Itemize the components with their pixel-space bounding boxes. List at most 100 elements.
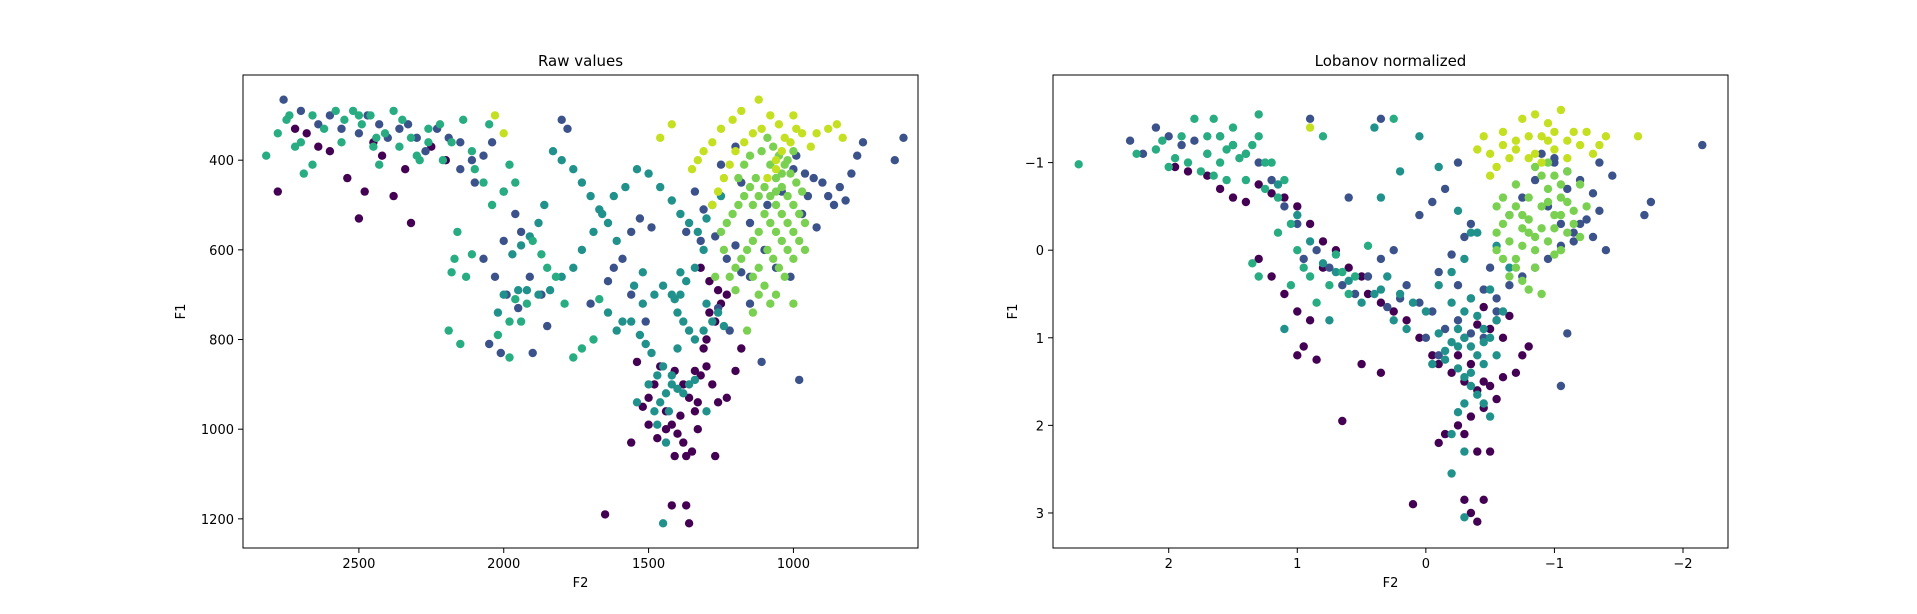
raw-values-point — [664, 407, 674, 416]
raw-values-point — [403, 120, 413, 129]
raw-values-point — [713, 398, 723, 407]
raw-values-point — [629, 281, 639, 290]
lobanov-normalized-point — [1344, 193, 1353, 202]
lobanov-normalized-point — [1280, 175, 1289, 185]
raw-values-point — [499, 187, 508, 196]
lobanov-normalized-point — [1305, 114, 1315, 124]
lobanov-normalized-point — [1550, 145, 1559, 154]
lobanov-normalized-point — [1338, 281, 1347, 290]
lobanov-normalized-point — [1485, 285, 1495, 294]
lobanov-normalized-point — [1260, 158, 1270, 167]
raw-values-point — [366, 111, 375, 120]
lobanov-normalized-points — [1074, 105, 1707, 526]
lobanov-normalized-x-label: F2 — [1383, 576, 1399, 591]
lobanov-normalized-point — [1434, 351, 1443, 360]
lobanov-normalized-point — [1633, 132, 1643, 141]
raw-values-point — [705, 277, 714, 286]
raw-values-point — [354, 214, 364, 223]
lobanov-normalized-point — [1505, 237, 1514, 246]
lobanov-normalized-x-tick-label: −1 — [1545, 557, 1564, 572]
raw-values-point — [771, 187, 781, 196]
raw-values-point — [748, 200, 758, 210]
raw-values-point — [331, 106, 340, 116]
lobanov-normalized-point — [1460, 254, 1469, 264]
raw-values-point — [314, 120, 323, 129]
raw-values-point — [676, 209, 685, 219]
raw-values-point — [699, 147, 708, 156]
lobanov-normalized-point — [1428, 351, 1437, 360]
raw-values-point — [528, 236, 537, 246]
raw-values-point — [586, 299, 595, 308]
raw-values-point — [774, 263, 784, 272]
raw-values-point — [661, 389, 671, 398]
raw-values-point — [621, 182, 630, 192]
raw-values-point — [684, 393, 694, 402]
raw-values-point — [757, 147, 766, 156]
lobanov-normalized-point — [1698, 140, 1707, 150]
lobanov-normalized-point — [1260, 184, 1270, 194]
raw-values-point — [505, 160, 514, 169]
raw-values-y-tick-label: 800 — [209, 334, 234, 349]
lobanov-normalized-point — [1453, 206, 1463, 215]
raw-values-point — [461, 272, 471, 281]
lobanov-normalized-point — [1460, 333, 1469, 342]
raw-values-point — [658, 362, 668, 371]
lobanov-normalized-point — [1543, 197, 1553, 207]
raw-values-point — [702, 407, 711, 416]
lobanov-normalized-point — [1466, 219, 1476, 229]
lobanov-normalized-point — [1518, 241, 1527, 250]
raw-values-point — [795, 236, 804, 246]
raw-values-point — [676, 290, 685, 299]
raw-values-point — [740, 191, 749, 201]
lobanov-normalized-point — [1524, 193, 1533, 202]
lobanov-normalized-point — [1138, 149, 1148, 158]
lobanov-normalized-point — [1389, 246, 1398, 255]
raw-values-point — [447, 138, 456, 147]
lobanov-normalized-point — [1537, 158, 1546, 167]
raw-values-point — [702, 214, 711, 223]
raw-values-point — [618, 317, 627, 326]
raw-values-point — [273, 187, 282, 196]
raw-values-point — [453, 227, 462, 237]
raw-values-point — [589, 335, 598, 344]
lobanov-normalized-point — [1280, 193, 1289, 202]
raw-values-point — [786, 138, 795, 147]
raw-values-point — [780, 272, 789, 281]
lobanov-normalized-point — [1473, 145, 1482, 154]
lobanov-normalized-point — [1479, 285, 1488, 294]
lobanov-normalized-point — [1434, 267, 1443, 277]
raw-values-point — [569, 263, 578, 272]
raw-values-point — [548, 147, 558, 156]
raw-values-point — [722, 254, 731, 263]
raw-values-point — [490, 272, 500, 281]
lobanov-normalized-point — [1447, 368, 1456, 377]
raw-values-point — [679, 438, 688, 447]
raw-values-point — [679, 380, 688, 389]
raw-values-point — [754, 263, 763, 272]
lobanov-normalized-point — [1350, 289, 1360, 299]
lobanov-normalized-x-tick-label: 0 — [1422, 557, 1430, 572]
raw-values-point — [290, 142, 300, 151]
raw-values-point — [569, 353, 578, 362]
raw-values-point — [447, 268, 456, 277]
raw-values-point — [769, 254, 778, 263]
lobanov-normalized-point — [1524, 342, 1533, 351]
raw-values-point — [401, 165, 410, 174]
lobanov-normalized-point — [1550, 171, 1559, 180]
lobanov-normalized-point — [1395, 167, 1405, 176]
lobanov-normalized-point — [1183, 167, 1193, 176]
raw-values-point — [748, 236, 758, 246]
lobanov-normalized-point — [1550, 250, 1559, 259]
lobanov-normalized-point — [1479, 324, 1488, 334]
raw-values-point — [769, 142, 778, 151]
lobanov-normalized-point — [1164, 132, 1173, 141]
lobanov-normalized-point — [1485, 263, 1495, 272]
raw-values-point — [511, 295, 520, 304]
lobanov-normalized-point — [1582, 127, 1591, 137]
raw-values-point — [653, 420, 662, 429]
raw-values-point — [325, 147, 335, 156]
raw-values-point — [789, 254, 798, 263]
raw-values-point — [684, 380, 694, 389]
raw-values-point — [722, 393, 731, 402]
raw-values-point — [809, 173, 818, 183]
